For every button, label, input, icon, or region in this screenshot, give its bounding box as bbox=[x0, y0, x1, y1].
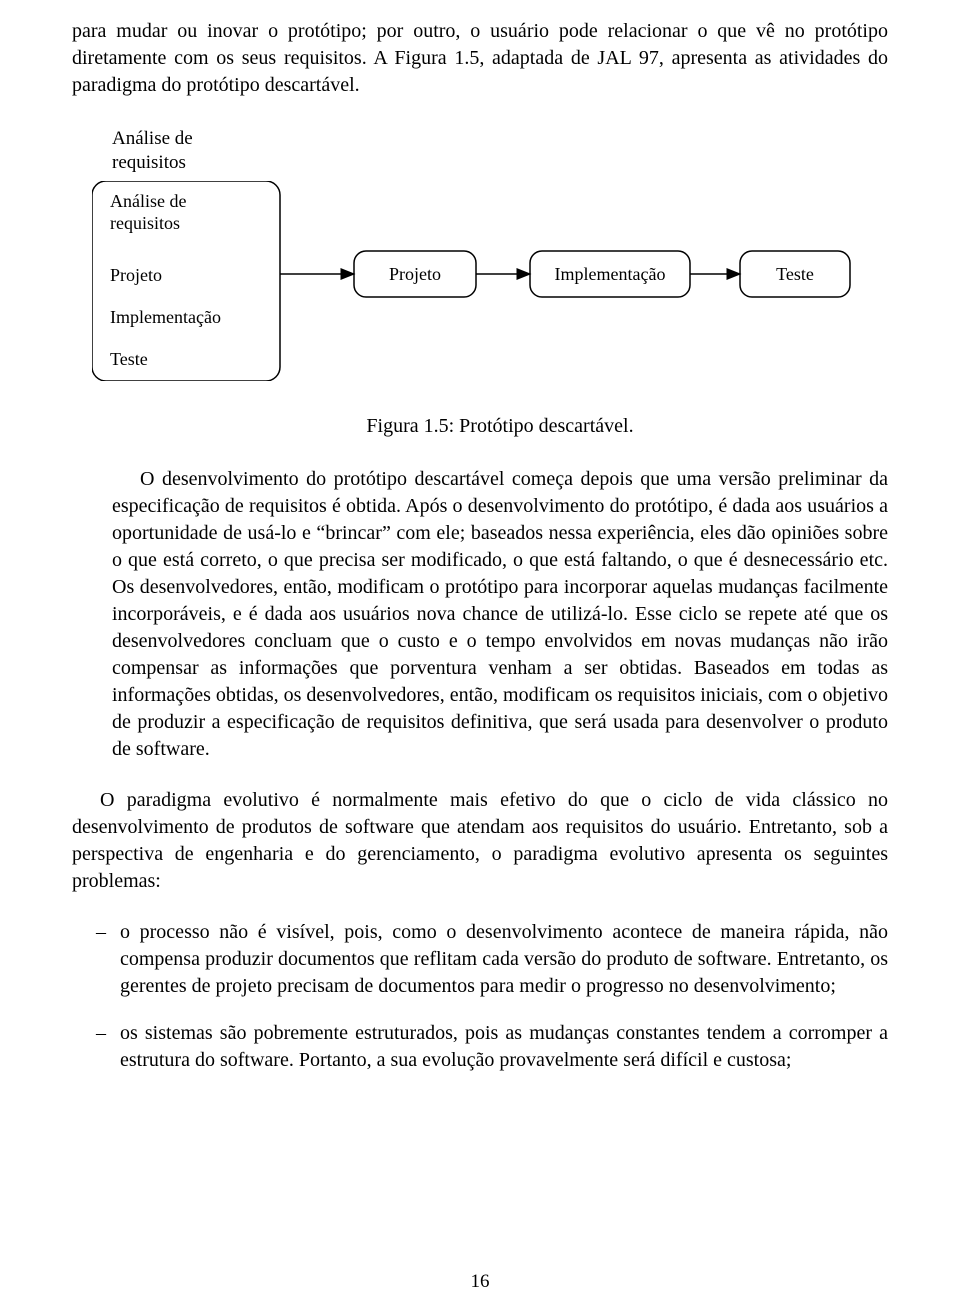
list-item: o processo não é visível, pois, como o d… bbox=[96, 919, 888, 1000]
svg-text:Teste: Teste bbox=[776, 264, 814, 284]
prototype-diagram: Análise de requisitos Projeto Implementa… bbox=[92, 181, 872, 381]
figure-caption: Figura 1.5: Protótipo descartável. bbox=[112, 413, 888, 440]
big-box-line-0: Análise de bbox=[110, 191, 186, 211]
small-box-teste: Teste bbox=[740, 251, 850, 297]
body-paragraph-2: O desenvolvimento do protótipo descartáv… bbox=[112, 466, 888, 763]
svg-text:Projeto: Projeto bbox=[389, 264, 441, 284]
body-paragraph-3: O paradigma evolutivo é normalmente mais… bbox=[72, 787, 888, 895]
diagram-region: Análise de requisitos Análise de requisi… bbox=[92, 127, 908, 389]
big-box-line-7: Teste bbox=[110, 349, 148, 369]
page-number: 16 bbox=[0, 1269, 960, 1295]
big-box-line-3: Projeto bbox=[110, 265, 162, 285]
small-box-projeto: Projeto bbox=[354, 251, 476, 297]
diagram-top-label-line2: requisitos bbox=[112, 152, 186, 173]
big-box-line-1: requisitos bbox=[110, 213, 180, 233]
intro-paragraph: para mudar ou inovar o protótipo; por ou… bbox=[72, 18, 888, 99]
list-item: os sistemas são pobremente estruturados,… bbox=[96, 1020, 888, 1074]
svg-text:Implementação: Implementação bbox=[555, 264, 666, 284]
diagram-top-label: Análise de requisitos bbox=[112, 127, 908, 175]
problems-list: o processo não é visível, pois, como o d… bbox=[96, 919, 888, 1074]
diagram-top-label-line1: Análise de bbox=[112, 128, 193, 149]
small-box-implementacao: Implementação bbox=[530, 251, 690, 297]
big-box-line-5: Implementação bbox=[110, 307, 221, 327]
